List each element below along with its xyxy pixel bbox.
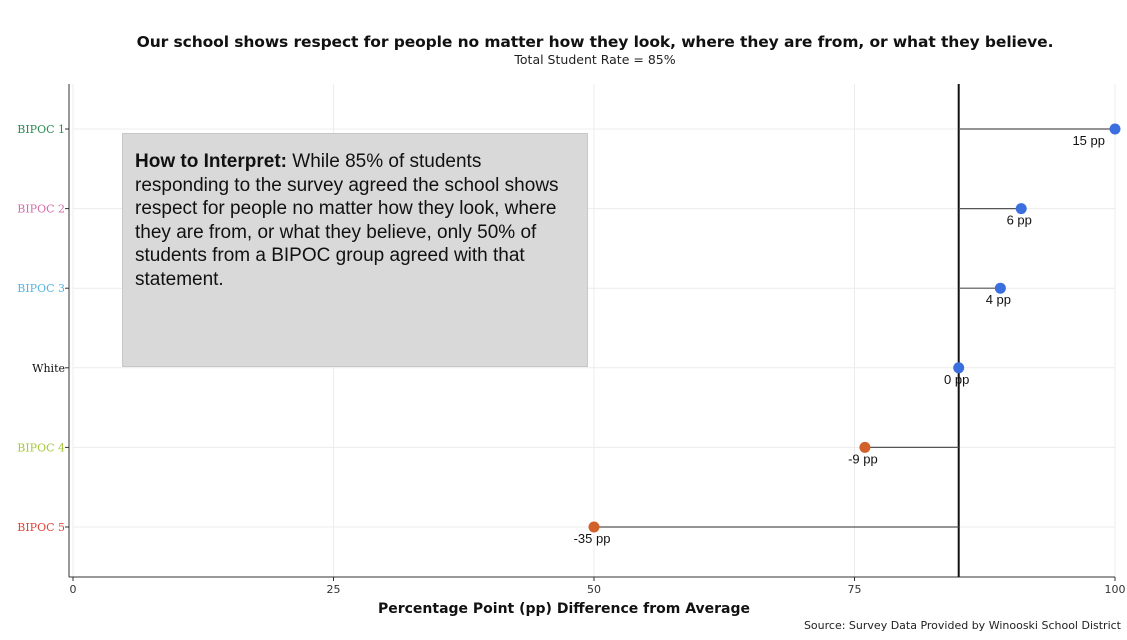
data-value-label: 0 pp xyxy=(944,372,969,387)
data-value-label: 6 pp xyxy=(1007,213,1032,228)
data-point xyxy=(859,441,871,453)
x-tick-label: 75 xyxy=(848,583,862,596)
chart-subtitle: Total Student Rate = 85% xyxy=(514,52,676,67)
chart-title: Our school shows respect for people no m… xyxy=(136,33,1054,51)
data-value-label: -9 pp xyxy=(848,451,878,466)
interpretation-body: While 85% of students responding to the … xyxy=(135,151,559,290)
x-tick-label: 25 xyxy=(327,583,341,596)
y-category-label: BIPOC 3 xyxy=(17,282,65,295)
y-category-label: BIPOC 5 xyxy=(17,521,65,534)
source-note: Source: Survey Data Provided by Winooski… xyxy=(803,619,1121,632)
data-value-label: 15 pp xyxy=(1072,133,1105,148)
x-tick-label: 100 xyxy=(1105,583,1126,596)
data-point xyxy=(588,521,600,533)
data-point xyxy=(953,362,965,374)
y-category-label: BIPOC 1 xyxy=(17,123,65,136)
x-tick-label: 0 xyxy=(70,583,77,596)
data-value-label: 4 pp xyxy=(986,292,1011,307)
y-category-label: BIPOC 4 xyxy=(17,441,65,454)
chart-header: Our school shows respect for people no m… xyxy=(85,33,1105,67)
data-value-label: -35 pp xyxy=(574,531,611,546)
interpretation-box: How to Interpret: While 85% of students … xyxy=(122,133,588,367)
data-point xyxy=(994,282,1006,294)
x-axis-label: Percentage Point (pp) Difference from Av… xyxy=(378,601,750,617)
x-tick-label: 50 xyxy=(587,583,601,596)
data-point xyxy=(1015,203,1027,215)
y-category-label: White xyxy=(32,362,65,375)
interpretation-heading: How to Interpret: xyxy=(135,151,287,172)
y-category-label: BIPOC 2 xyxy=(17,203,65,216)
data-point xyxy=(1109,123,1121,135)
